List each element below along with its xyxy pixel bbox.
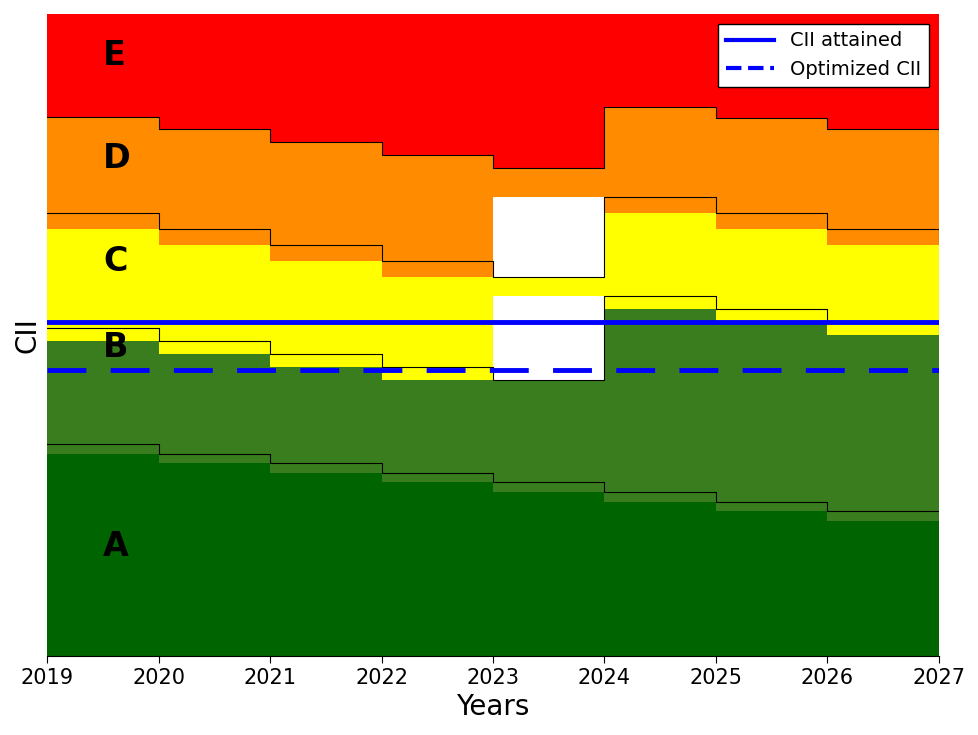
X-axis label: Years: Years [456, 693, 529, 721]
Text: B: B [103, 331, 128, 364]
Text: D: D [103, 142, 131, 175]
Text: C: C [103, 245, 127, 278]
Y-axis label: CII: CII [14, 317, 42, 353]
Text: A: A [103, 530, 129, 563]
Legend: CII attained, Optimized CII: CII attained, Optimized CII [717, 24, 928, 87]
Text: E: E [103, 39, 126, 72]
